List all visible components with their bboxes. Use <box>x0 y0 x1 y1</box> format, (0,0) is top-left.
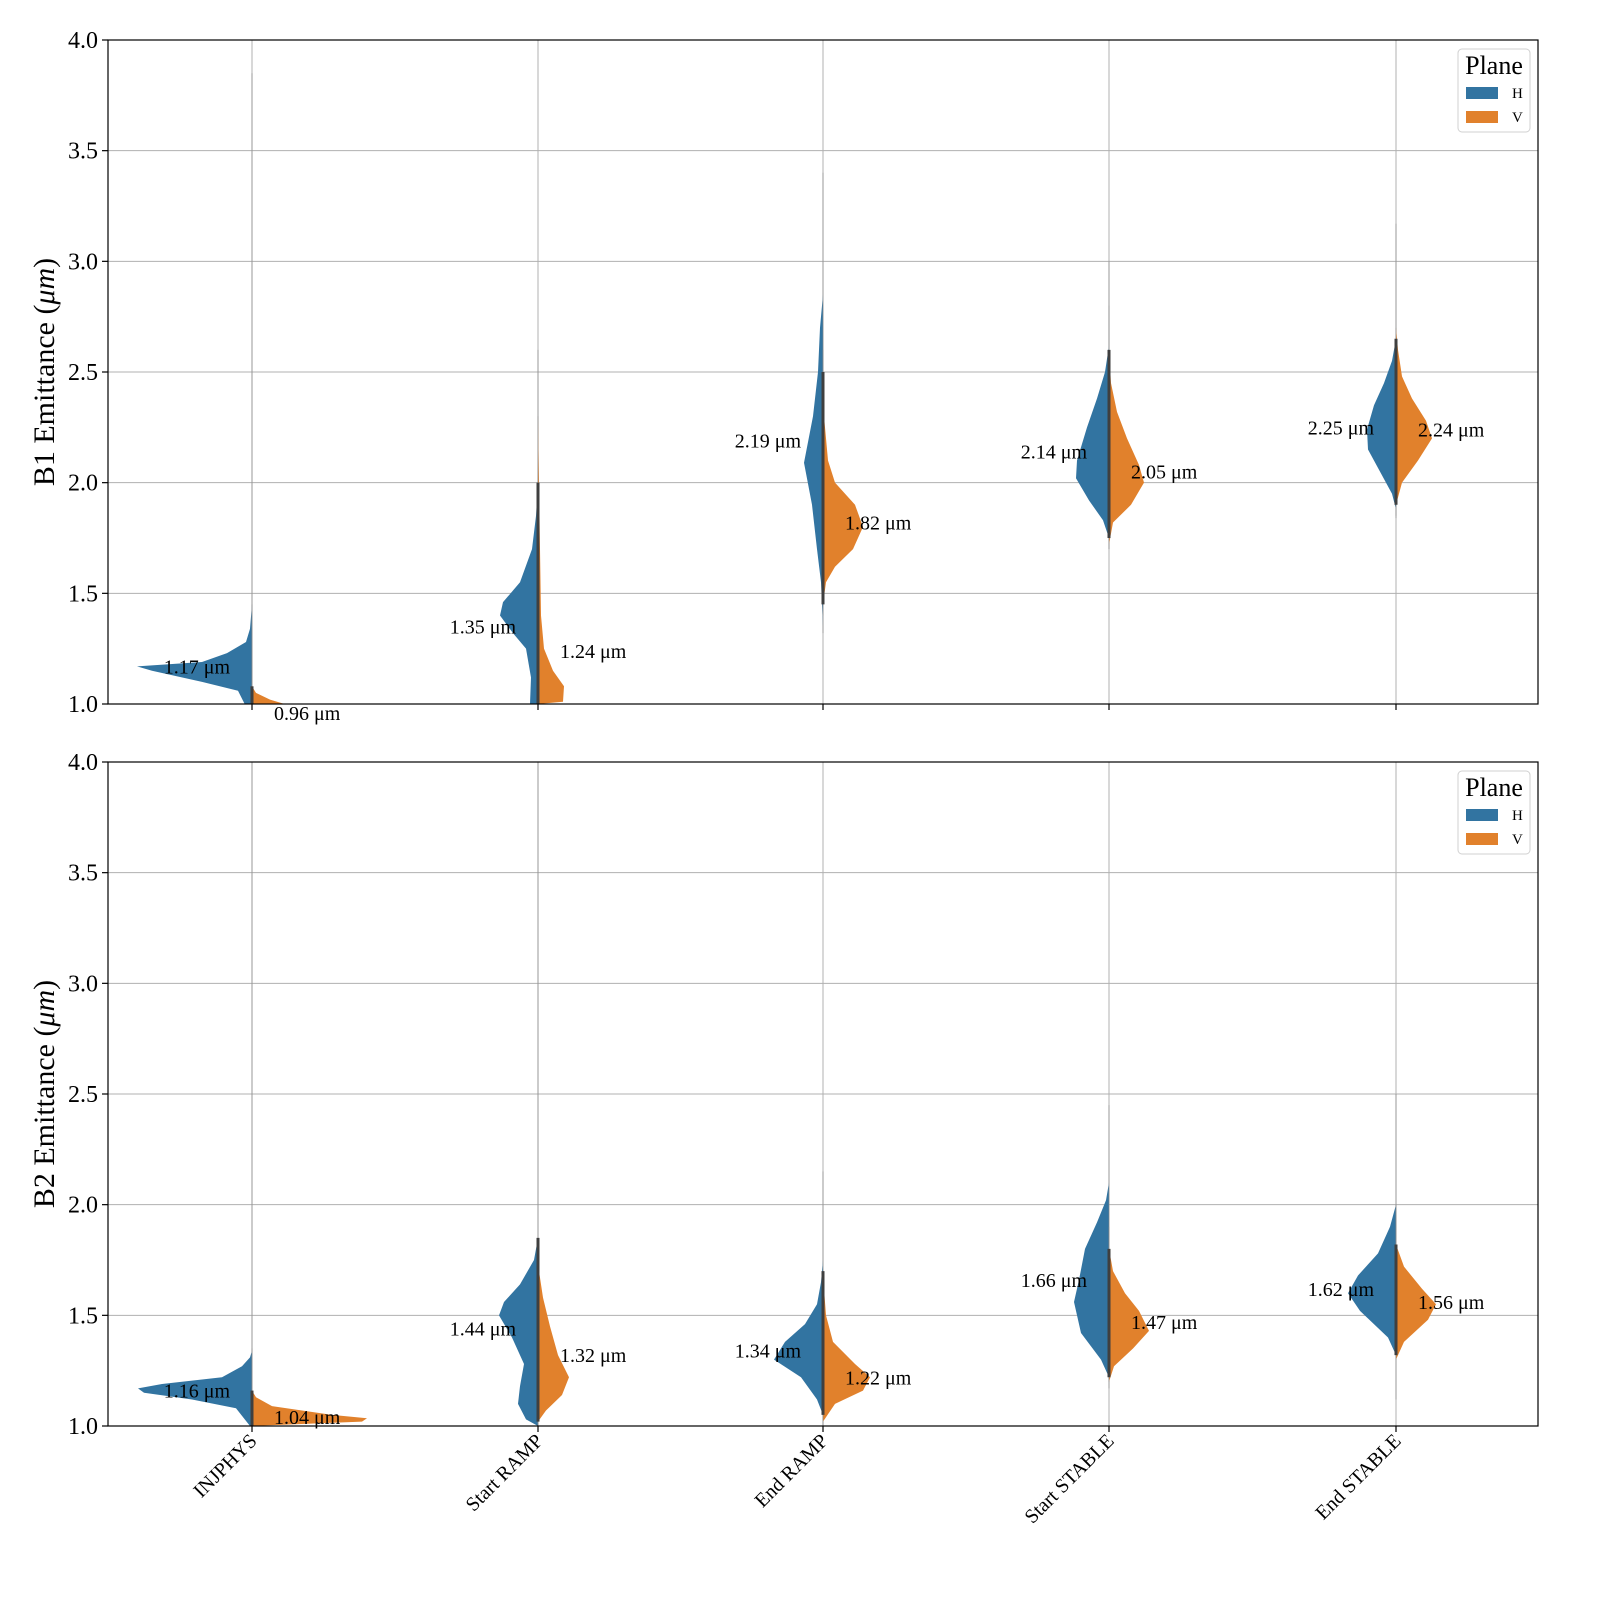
median-annotation: 2.25 μm <box>1308 417 1375 439</box>
legend-label-v: V <box>1512 832 1523 848</box>
violin-v-end-ramp <box>823 1271 870 1422</box>
y-axis-label-suffix: ) <box>28 258 61 268</box>
y-tick-label: 2.0 <box>68 471 98 497</box>
median-annotation: 1.82 μm <box>845 513 912 535</box>
median-annotation: 2.24 μm <box>1418 420 1485 442</box>
violin-v-injphys <box>252 1390 367 1426</box>
y-tick-label: 3.5 <box>68 139 98 165</box>
median-annotation: 1.66 μm <box>1021 1270 1088 1292</box>
panel-bottom: 1.0 1.5 2.0 2.5 3.0 3.5 4.0 1.16 μm 1.04 μm 1.44 … <box>28 750 1539 1528</box>
axes-frame <box>107 39 1539 705</box>
y-tick-label: 1.5 <box>68 581 98 607</box>
violins <box>137 73 1432 704</box>
median-annotation: 2.19 μm <box>735 431 802 453</box>
violin-h-start-stable <box>1074 1182 1109 1378</box>
median-annotation: 1.16 μm <box>164 1381 231 1403</box>
median-annotation: 1.17 μm <box>164 656 231 678</box>
y-tick-label: 2.5 <box>68 1082 98 1108</box>
violin-v-end-stable <box>1396 327 1432 505</box>
x-tick-label: Start STABLE <box>1020 1430 1118 1528</box>
y-axis-label-unit: μm <box>28 268 61 306</box>
median-annotation: 1.47 μm <box>1131 1312 1198 1334</box>
violin-v-start-stable <box>1109 349 1144 545</box>
violin-h-end-ramp <box>774 1260 823 1415</box>
y-tick-label: 2.5 <box>68 360 98 386</box>
median-annotation: 1.32 μm <box>560 1345 627 1367</box>
median-annotation: 1.35 μm <box>450 617 517 639</box>
y-axis-label-suffix: ) <box>28 980 61 990</box>
x-tick-label: Start RAMP <box>462 1430 548 1516</box>
median-annotation: 0.96 μm <box>274 703 341 725</box>
y-axis-label-prefix: B2 Emittance ( <box>28 1027 61 1209</box>
violin-v-end-stable <box>1396 1244 1436 1360</box>
median-annotation: 1.56 μm <box>1418 1292 1485 1314</box>
legend-title: Plane <box>1465 773 1523 802</box>
legend-swatch-v <box>1466 111 1498 123</box>
violin-v-start-stable <box>1109 1248 1149 1382</box>
legend-swatch-v <box>1466 833 1498 845</box>
violin-h-injphys <box>138 1350 252 1426</box>
violin-h-end-stable <box>1367 338 1396 510</box>
legend-label-h: H <box>1512 86 1523 102</box>
legend: Plane HV <box>1457 48 1531 133</box>
x-tick-label: End STABLE <box>1311 1430 1405 1524</box>
median-annotation: 1.34 μm <box>735 1341 802 1363</box>
y-tick-label: 1.0 <box>68 692 98 718</box>
median-annotation: 1.04 μm <box>274 1407 341 1429</box>
median-annotation: 1.24 μm <box>560 641 627 663</box>
legend-swatch-h <box>1466 87 1498 99</box>
median-annotation: 1.22 μm <box>845 1367 912 1389</box>
legend-swatch-h <box>1466 809 1498 821</box>
y-axis-label-unit: μm <box>28 990 61 1028</box>
violin-h-start-ramp <box>499 1237 538 1426</box>
y-tick-label: 1.0 <box>68 1414 98 1440</box>
violin-h-start-ramp <box>500 482 538 704</box>
axes-frame <box>107 761 1539 1427</box>
y-tick-label: 3.0 <box>68 971 98 997</box>
y-axis-label: B1 Emittance (μm) <box>28 258 61 486</box>
x-tick-label: INJPHYS <box>189 1430 261 1502</box>
violin-h-end-stable <box>1348 1204 1396 1356</box>
violins <box>138 762 1436 1426</box>
legend-title: Plane <box>1465 51 1523 80</box>
y-tick-label: 2.0 <box>68 1193 98 1219</box>
y-axis-label-prefix: B1 Emittance ( <box>28 305 61 487</box>
violin-v-injphys <box>252 686 285 704</box>
median-annotation: 2.05 μm <box>1131 462 1198 484</box>
violin-h-end-ramp <box>804 294 823 627</box>
legend: Plane HV <box>1457 770 1531 855</box>
x-tick-label: End RAMP <box>751 1430 833 1512</box>
legend-label-h: H <box>1512 808 1523 824</box>
y-tick-label: 3.5 <box>68 861 98 887</box>
violin-v-start-ramp <box>538 1237 569 1422</box>
median-annotation: 1.44 μm <box>450 1319 517 1341</box>
violin-v-start-ramp <box>538 416 564 704</box>
y-tick-label: 4.0 <box>68 750 98 776</box>
median-annotation: 2.14 μm <box>1021 442 1088 464</box>
violin-h-injphys <box>137 604 252 704</box>
violin-v-end-ramp <box>823 372 863 605</box>
legend-label-v: V <box>1512 110 1523 126</box>
median-annotation: 1.62 μm <box>1308 1279 1375 1301</box>
y-tick-label: 4.0 <box>68 28 98 54</box>
y-axis-label: B2 Emittance (μm) <box>28 980 61 1208</box>
y-tick-label: 1.5 <box>68 1303 98 1329</box>
violin-h-start-stable <box>1076 345 1109 538</box>
panel-top: 1.0 1.5 2.0 2.5 3.0 3.5 4.0 1.17 μm 0.96 μm 1.35 … <box>28 28 1539 725</box>
y-tick-label: 3.0 <box>68 249 98 275</box>
